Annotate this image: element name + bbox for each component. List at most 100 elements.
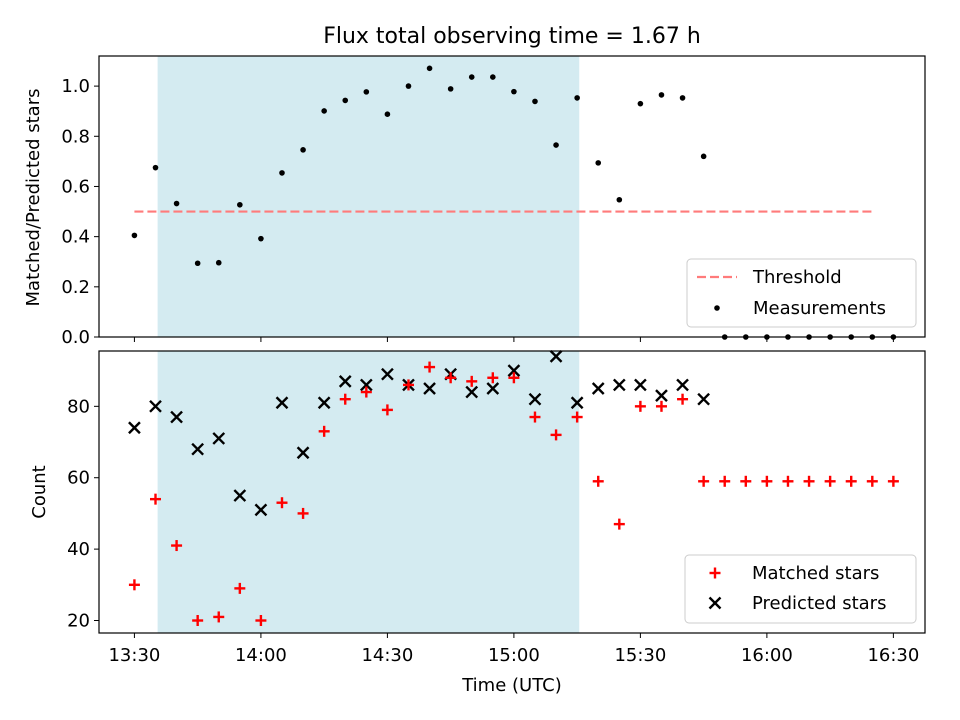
predicted-star-marker bbox=[149, 399, 162, 413]
predicted-star-marker bbox=[486, 382, 500, 395]
top-axes-frame bbox=[98, 55, 926, 338]
top-y-ticks: 0.0 0.2 0.4 0.6 0.8 1.0 bbox=[61, 76, 99, 348]
predicted-star-marker bbox=[338, 374, 352, 388]
predicted-star-marker bbox=[212, 432, 226, 445]
predicted-star-markers bbox=[128, 350, 710, 517]
matched-star-marker bbox=[381, 404, 393, 416]
matched-star-marker bbox=[339, 393, 351, 405]
measurement-point bbox=[300, 147, 306, 153]
matched-star-marker bbox=[150, 493, 162, 505]
measurement-point bbox=[194, 260, 201, 267]
measurement-point bbox=[363, 89, 370, 95]
matched-star-marker bbox=[655, 400, 667, 412]
top-y-tick-label: 0.0 bbox=[61, 327, 90, 348]
bottom-axes-frame bbox=[98, 350, 926, 634]
top-y-axis-label: Matched/Predicted stars bbox=[23, 89, 44, 307]
matched-star-marker bbox=[466, 375, 478, 387]
matched-star-marker bbox=[360, 386, 372, 398]
matched-star-marker bbox=[719, 475, 731, 487]
bottom-y-ticks: 20 40 60 80 bbox=[67, 396, 99, 632]
predicted-star-marker bbox=[697, 392, 710, 406]
measurement-point bbox=[321, 108, 327, 114]
bottom-y-tick-label: 60 bbox=[67, 468, 90, 489]
top-y-tick-label: 1.0 bbox=[61, 76, 90, 97]
top-y-tick-label: 0.6 bbox=[61, 176, 90, 197]
predicted-star-marker bbox=[549, 350, 563, 363]
matched-star-marker bbox=[213, 611, 225, 623]
matched-star-marker bbox=[740, 475, 752, 487]
matched-star-marker bbox=[276, 497, 288, 509]
predicted-star-marker bbox=[381, 367, 394, 381]
predicted-star-marker bbox=[191, 442, 205, 456]
matched-star-marker bbox=[613, 518, 625, 530]
matched-star-marker bbox=[634, 400, 646, 412]
predicted-star-marker bbox=[359, 378, 373, 392]
matched-star-marker bbox=[887, 475, 899, 487]
matched-star-marker bbox=[445, 372, 457, 384]
chart-title: Flux total observing time = 1.67 h bbox=[323, 24, 701, 49]
x-tick-label: 14:00 bbox=[235, 645, 287, 666]
predicted-star-marker bbox=[570, 396, 584, 410]
top-x-ticks bbox=[133, 337, 894, 342]
matched-star-marker bbox=[234, 582, 246, 594]
legend-threshold-label: Threshold bbox=[752, 267, 842, 288]
measurement-point bbox=[490, 74, 496, 80]
legend-measurements-label: Measurements bbox=[753, 298, 886, 319]
measurement-point bbox=[616, 196, 623, 203]
matched-star-marker bbox=[592, 475, 604, 487]
matched-star-marker bbox=[761, 475, 773, 487]
predicted-star-marker bbox=[128, 421, 141, 435]
legend-predicted-swatch bbox=[708, 596, 722, 610]
x-tick-label: 14:30 bbox=[361, 645, 413, 666]
predicted-star-marker bbox=[591, 382, 605, 395]
matched-star-marker bbox=[782, 475, 794, 487]
matched-star-marker bbox=[529, 411, 541, 423]
matched-star-marker bbox=[128, 579, 140, 591]
top-y-tick-label: 0.2 bbox=[61, 277, 90, 298]
predicted-star-marker bbox=[655, 389, 668, 402]
predicted-star-marker bbox=[233, 489, 247, 502]
predicted-star-marker bbox=[254, 503, 268, 517]
measurement-point bbox=[532, 98, 538, 105]
measurement-point bbox=[131, 232, 138, 239]
predicted-star-marker bbox=[465, 385, 479, 399]
matched-star-marker bbox=[402, 379, 414, 391]
x-tick-label: 16:30 bbox=[867, 645, 919, 666]
measurement-point bbox=[258, 235, 264, 242]
matched-star-marker bbox=[677, 393, 689, 405]
matched-star-marker bbox=[550, 429, 562, 441]
bottom-y-axis-label: Count bbox=[29, 465, 50, 518]
predicted-star-marker bbox=[634, 378, 647, 392]
bottom-legend: Matched stars Predicted stars bbox=[684, 554, 917, 624]
matched-star-marker bbox=[866, 475, 878, 487]
predicted-star-marker bbox=[275, 396, 289, 410]
matched-star-marker bbox=[487, 372, 499, 384]
legend-measurements-swatch bbox=[714, 305, 720, 311]
predicted-star-marker bbox=[612, 378, 626, 392]
measurement-point bbox=[237, 201, 243, 208]
legend-plus-marker bbox=[709, 567, 721, 579]
measurement-point bbox=[447, 86, 454, 92]
top-y-tick-label: 0.8 bbox=[61, 126, 90, 147]
top-y-tick-label: 0.4 bbox=[61, 227, 90, 248]
matched-star-marker bbox=[192, 615, 204, 627]
measurement-point bbox=[595, 160, 602, 166]
matched-star-marker bbox=[255, 615, 267, 627]
measurement-point bbox=[152, 164, 159, 171]
matched-star-marker bbox=[424, 361, 436, 373]
predicted-star-marker bbox=[170, 410, 183, 424]
predicted-star-marker bbox=[317, 396, 331, 410]
measurement-point bbox=[658, 92, 665, 98]
measurement-point bbox=[405, 83, 412, 89]
measurement-point bbox=[574, 95, 580, 101]
bottom-legend-box bbox=[684, 554, 917, 624]
matched-star-marker bbox=[171, 540, 183, 552]
predicted-star-marker bbox=[676, 378, 689, 392]
measurement-point bbox=[426, 65, 433, 72]
measurement-point bbox=[215, 259, 222, 266]
bottom-x-ticks: 13:30 14:00 14:30 15:00 15:30 16:00 16:30 bbox=[108, 633, 919, 666]
measurement-point bbox=[384, 111, 391, 118]
measurement-point bbox=[637, 100, 644, 107]
matched-star-marker bbox=[297, 507, 309, 519]
